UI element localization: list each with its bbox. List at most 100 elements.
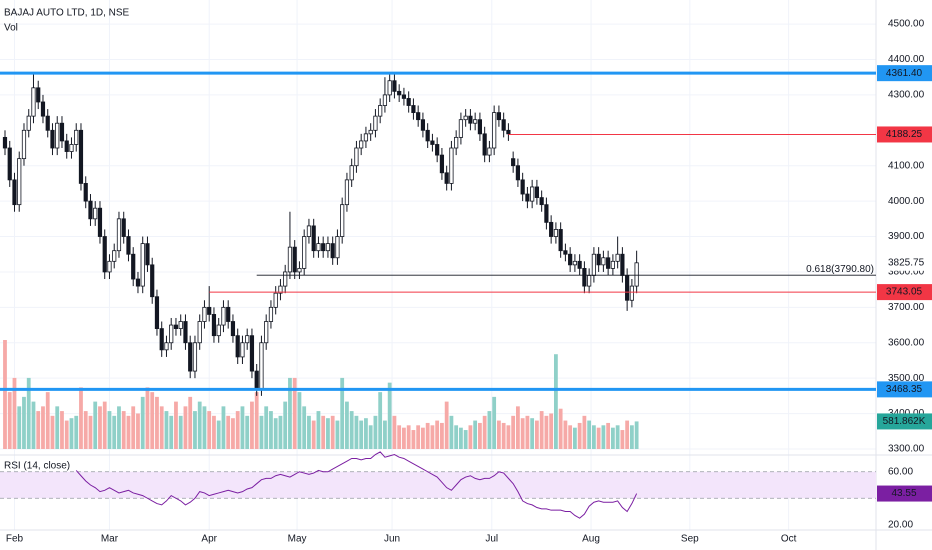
volume-bar	[31, 401, 36, 449]
volume-bar	[60, 411, 64, 449]
candle-body	[397, 90, 402, 96]
volume-bar	[93, 401, 98, 449]
volume-bar	[444, 401, 449, 449]
volume-bar	[544, 415, 549, 449]
candle-body	[615, 253, 620, 262]
volume-bar	[250, 401, 254, 449]
y-tick-label: 3900.00	[888, 231, 925, 242]
volume-bar	[159, 406, 164, 449]
price-pane	[0, 0, 876, 530]
candle-body	[449, 147, 454, 184]
volume-bar	[572, 427, 577, 449]
volume-bar	[126, 415, 131, 449]
volume-bar	[368, 425, 373, 449]
candle-body	[226, 306, 231, 322]
volume-bar	[259, 415, 264, 449]
candle-body	[183, 321, 188, 344]
candle-body	[145, 243, 150, 266]
volume-bar	[411, 430, 416, 449]
candle-body	[140, 243, 145, 287]
volume-bar	[55, 406, 60, 449]
candle-body	[582, 267, 587, 287]
volume-bar	[506, 425, 511, 449]
candle-body	[55, 122, 60, 149]
volume-bar	[610, 427, 615, 449]
candle-body	[178, 321, 183, 329]
candle-body	[330, 243, 335, 259]
candle-body	[477, 119, 483, 135]
candle-body	[468, 115, 473, 124]
candle-body	[102, 236, 107, 273]
x-tick-label: Apr	[201, 534, 217, 545]
volume-bar	[254, 392, 259, 449]
candle-body	[69, 144, 74, 152]
candle-body	[511, 158, 516, 167]
candle-body	[340, 204, 345, 237]
rsi-label: 43.55	[891, 488, 916, 499]
volume-bar	[121, 411, 126, 449]
volume-bar	[440, 422, 444, 449]
candle-body	[264, 321, 269, 344]
volume-bar	[511, 415, 516, 449]
volume-bar	[354, 415, 359, 449]
last-price-box	[877, 254, 932, 271]
candle-body	[59, 122, 65, 142]
volume-bar	[107, 411, 112, 449]
candle-body	[416, 112, 421, 121]
volume-bar	[164, 411, 169, 449]
volume-bar	[212, 415, 216, 449]
volume-bar	[3, 340, 7, 449]
candle-body	[321, 243, 326, 252]
candle-body	[363, 133, 369, 142]
candle-body	[596, 253, 601, 266]
candle-body	[420, 119, 426, 131]
candle-body	[197, 321, 202, 344]
volume-bar	[64, 420, 69, 449]
volume-bar	[288, 377, 292, 449]
volume-bar	[478, 422, 482, 449]
candle-body	[131, 253, 136, 280]
volume-bar	[435, 420, 440, 449]
volume-bar	[397, 425, 402, 449]
candle-body	[492, 112, 497, 149]
level-label-box	[877, 284, 932, 301]
volume-bar	[207, 411, 212, 449]
candle-body	[107, 260, 112, 273]
volume-bar	[311, 420, 316, 449]
volume-bar	[468, 425, 473, 449]
volume-bar	[102, 401, 107, 449]
volume-bar	[26, 377, 31, 449]
candle-body	[525, 193, 530, 202]
level-label: 3743.05	[886, 287, 923, 298]
volume-bar	[292, 377, 297, 449]
volume-bar	[264, 406, 269, 449]
candle-body	[121, 218, 126, 237]
volume-bar	[563, 420, 568, 449]
volume-bar	[549, 413, 554, 449]
candle-body	[606, 257, 611, 269]
candle-body	[549, 221, 554, 237]
candle-body	[249, 335, 255, 372]
volume-bar	[240, 406, 245, 449]
x-tick-label: Feb	[6, 534, 24, 545]
candle-body	[173, 324, 179, 329]
candle-body	[283, 271, 288, 287]
volume-bar	[402, 427, 406, 449]
candle-body	[306, 225, 312, 237]
volume-bar	[601, 425, 606, 449]
volume-bar	[88, 415, 93, 449]
volume-bar	[349, 411, 354, 449]
candle-body	[359, 140, 364, 149]
volume-bar	[326, 418, 330, 449]
candle-body	[36, 87, 41, 103]
volume-bar	[297, 392, 302, 449]
volume-bar	[155, 396, 159, 449]
volume-bar	[482, 415, 487, 449]
candle-body	[401, 94, 407, 99]
candle-body	[45, 115, 50, 131]
volume-bar	[117, 406, 121, 449]
rsi-band	[0, 471, 876, 499]
candle-body	[273, 292, 278, 308]
level-label-box	[877, 126, 932, 143]
volume-bar	[98, 406, 102, 449]
